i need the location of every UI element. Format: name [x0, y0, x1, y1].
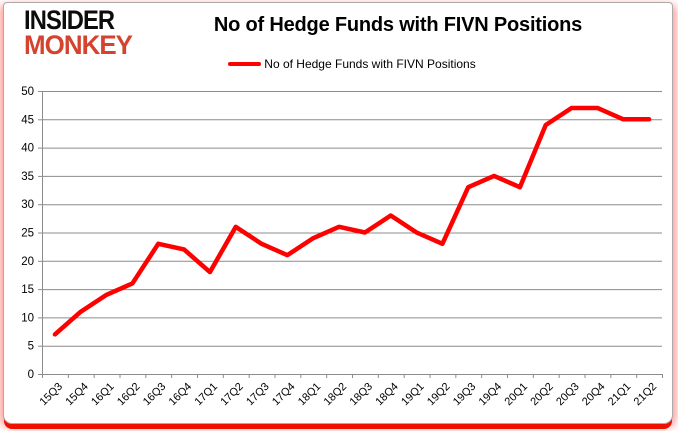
x-tick-label: 16Q4: [167, 381, 195, 409]
y-axis-tick-labels: 0 5 10 15 20 25 30 35 40 45 50: [21, 86, 34, 381]
chart-title: No of Hedge Funds with FIVN Positions: [213, 14, 583, 36]
x-tick-label: 20Q2: [528, 381, 556, 409]
x-tick-label: 20Q1: [503, 381, 531, 409]
logo-line-insider: INSIDER: [24, 5, 115, 35]
x-axis-tick-labels: 15Q315Q416Q116Q216Q316Q417Q117Q217Q317Q4…: [38, 381, 660, 409]
legend-label: No of Hedge Funds with FIVN Positions: [264, 57, 476, 71]
chart-card: INSIDER MONKEY No of Hedge Funds with FI…: [3, 2, 673, 424]
y-tick-label: 30: [21, 199, 34, 211]
gridlines: [42, 91, 662, 347]
legend: No of Hedge Funds with FIVN Positions: [40, 55, 664, 71]
x-tick-label: 21Q2: [632, 381, 660, 409]
y-tick-label: 5: [28, 341, 34, 353]
x-tick-label: 18Q1: [296, 381, 324, 409]
x-tick-label: 20Q3: [554, 381, 582, 409]
y-tick-label: 35: [21, 171, 34, 183]
x-tick-label: 18Q2: [322, 381, 350, 409]
x-tick-label: 19Q4: [477, 381, 505, 409]
axes: [38, 91, 663, 378]
x-tick-label: 20Q4: [580, 381, 608, 409]
x-tick-label: 17Q4: [270, 381, 298, 409]
x-tick-label: 18Q3: [348, 381, 376, 409]
x-tick-label: 17Q2: [218, 381, 246, 409]
x-tick-label: 21Q1: [606, 381, 634, 409]
insider-monkey-logo: INSIDER MONKEY: [24, 5, 137, 61]
x-tick-label: 19Q2: [425, 381, 453, 409]
y-tick-label: 25: [21, 228, 34, 240]
x-tick-label: 19Q1: [399, 381, 427, 409]
series-line: [52, 105, 652, 337]
x-tick-label: 17Q3: [244, 381, 272, 409]
y-tick-label: 50: [21, 86, 34, 98]
x-tick-label: 18Q4: [373, 381, 401, 409]
y-tick-label: 40: [21, 143, 34, 155]
x-tick-label: 16Q1: [89, 381, 117, 409]
x-tick-label: 16Q3: [141, 381, 169, 409]
x-tick-label: 16Q2: [115, 381, 143, 409]
x-tick-label: 17Q1: [193, 381, 221, 409]
x-tick-label: 19Q3: [451, 381, 479, 409]
x-tick-label: 15Q3: [38, 381, 66, 409]
y-tick-label: 45: [21, 114, 34, 126]
line-chart-canvas: 0 5 10 15 20 25 30 35 40 45 50 15Q315Q416Q116Q216Q3…: [21, 86, 663, 409]
legend-line-icon: [228, 62, 262, 66]
logo-line-monkey: MONKEY: [24, 30, 133, 61]
y-tick-label: 15: [21, 284, 34, 296]
y-tick-label: 10: [21, 312, 34, 324]
y-tick-label: 0: [28, 369, 34, 381]
y-tick-label: 20: [21, 256, 34, 268]
x-tick-label: 15Q4: [63, 381, 91, 409]
